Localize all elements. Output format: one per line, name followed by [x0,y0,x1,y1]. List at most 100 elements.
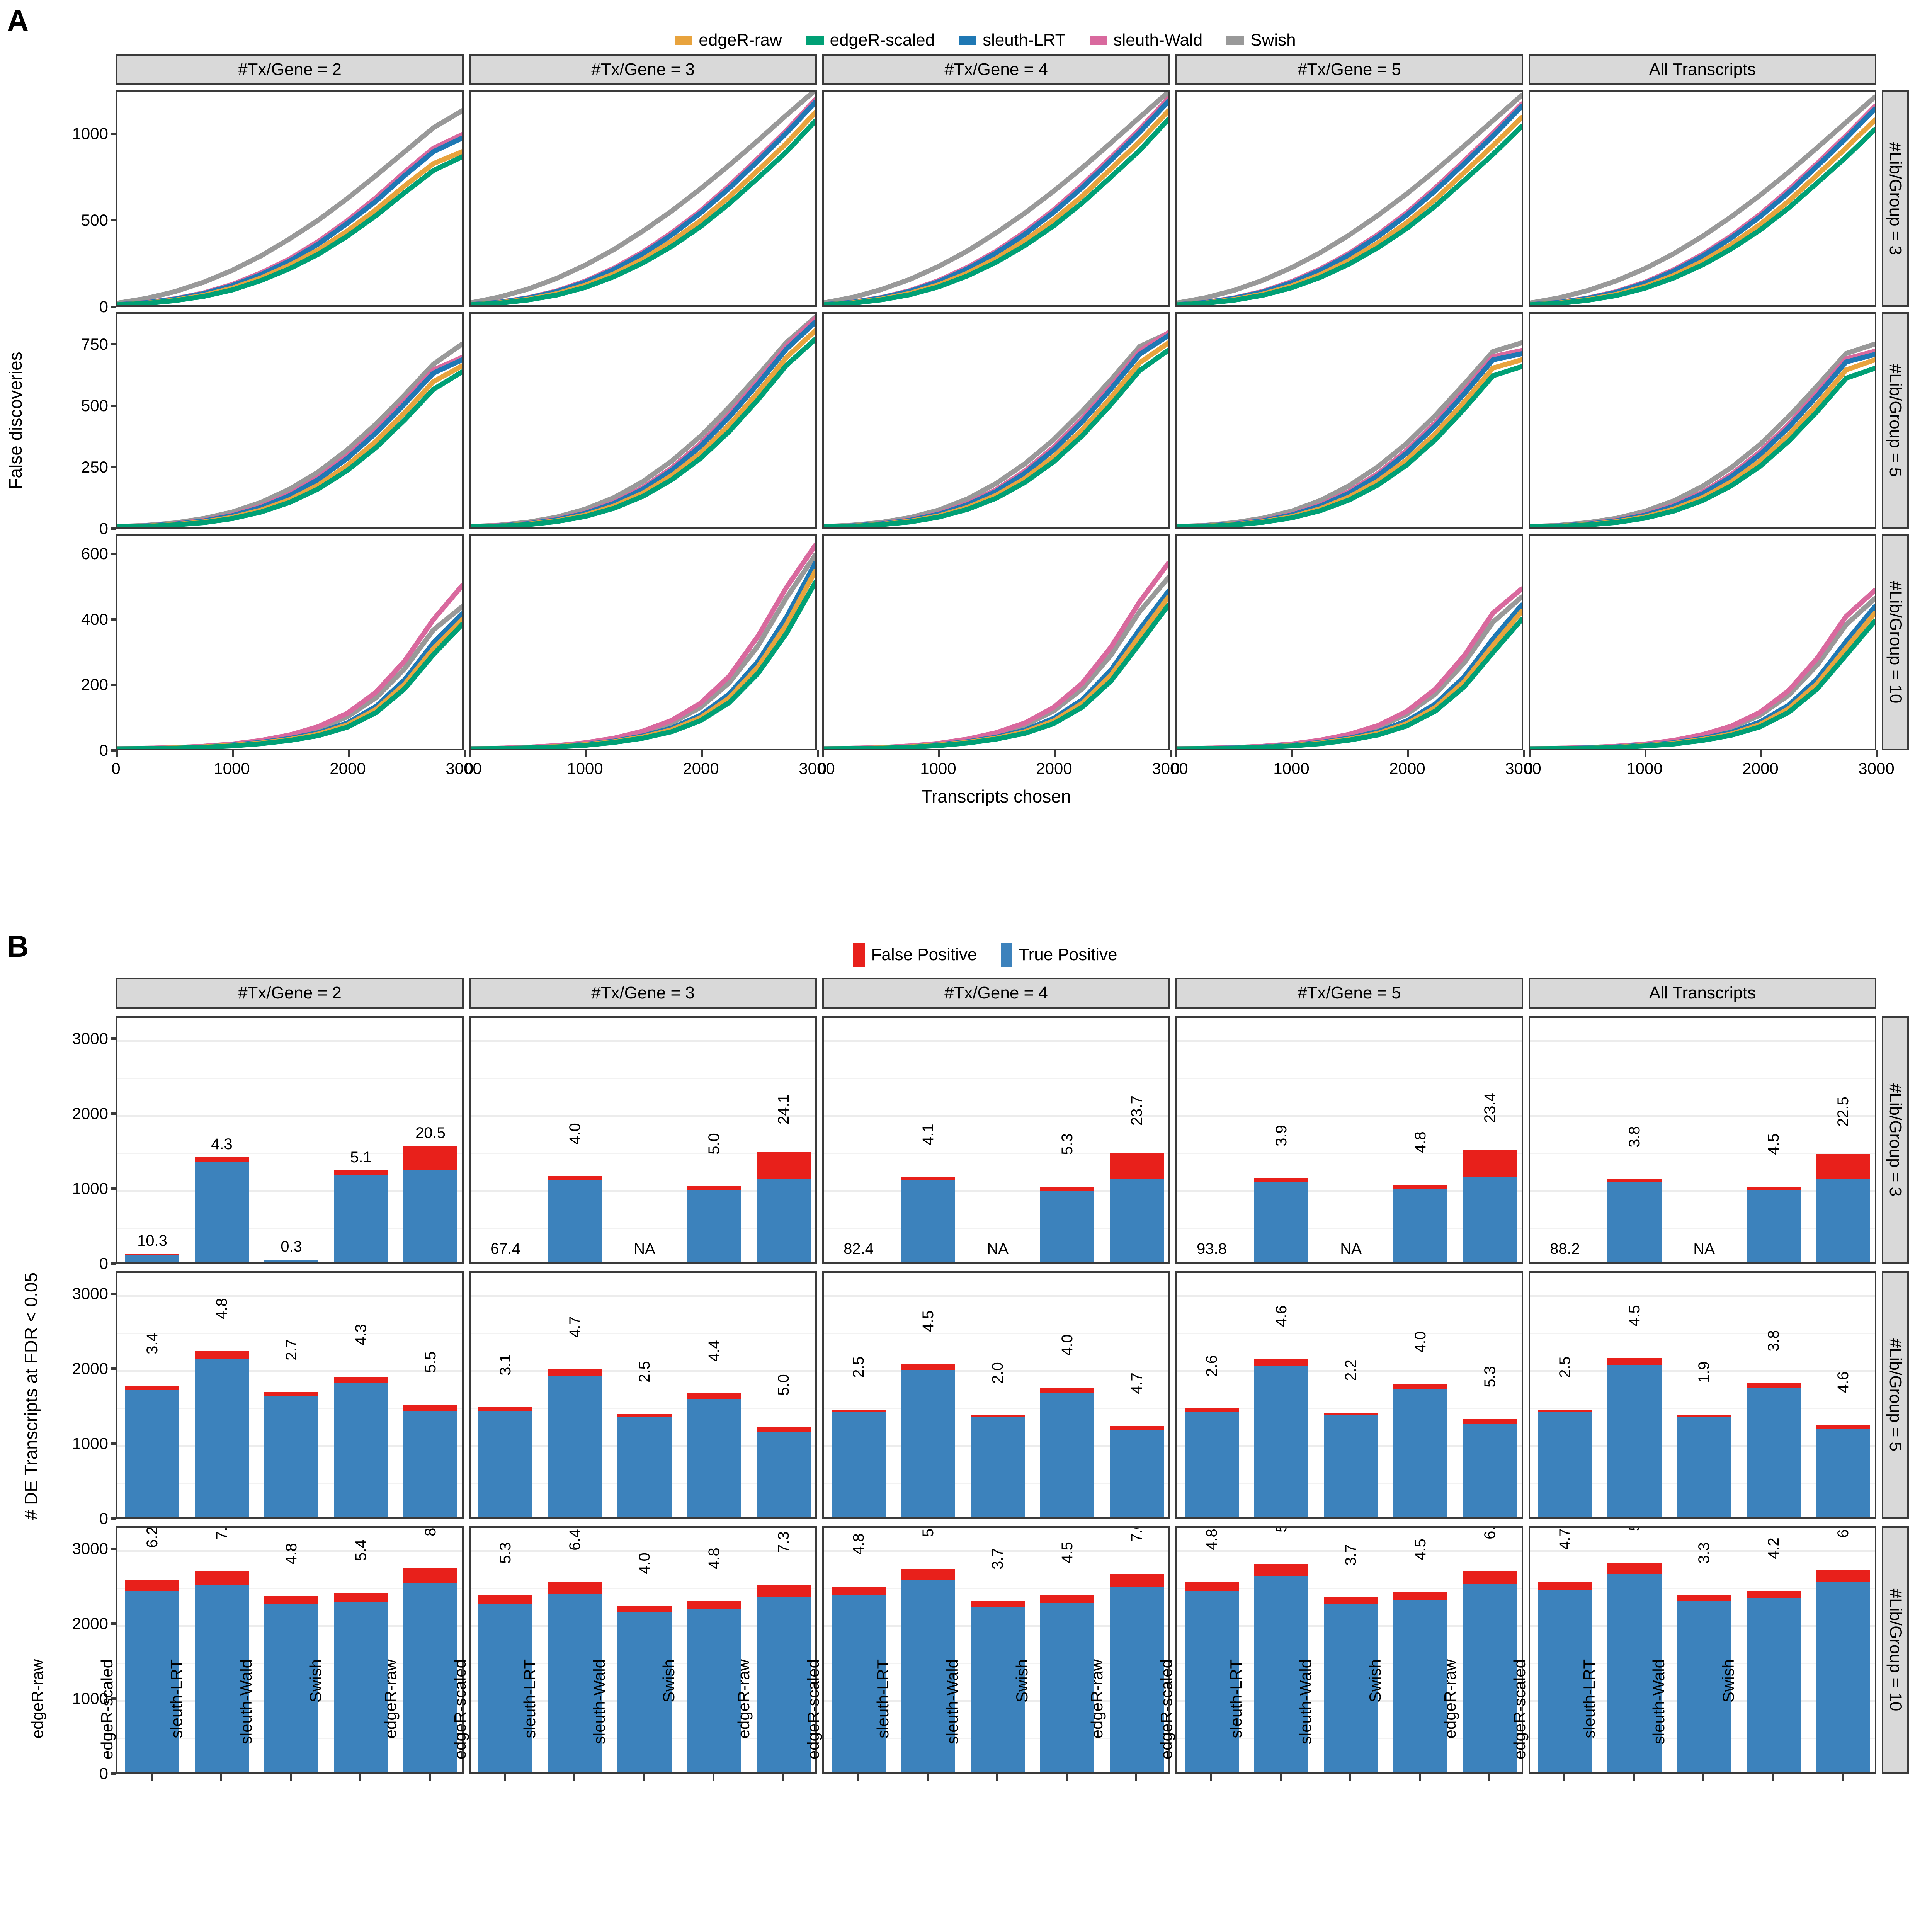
stacked-bar[interactable] [1040,1187,1095,1262]
stacked-bar[interactable] [1184,1582,1239,1772]
stacked-bar[interactable] [756,1585,811,1772]
stacked-bar[interactable] [831,1409,886,1517]
stacked-bar[interactable] [756,1427,811,1517]
stacked-bar[interactable] [617,1414,672,1517]
stacked-bar[interactable] [1323,1597,1378,1772]
bar-segment-false-positive [403,1568,458,1583]
stacked-bar[interactable] [687,1393,742,1517]
stacked-bar[interactable] [687,1600,742,1772]
stacked-bar[interactable] [1816,1424,1871,1517]
stacked-bar[interactable] [1184,1408,1239,1517]
stacked-bar[interactable] [1393,1384,1448,1517]
stacked-bar[interactable] [1677,1595,1731,1772]
gridline-minor [117,1153,462,1155]
stacked-bar[interactable] [1109,1426,1164,1517]
stacked-bar[interactable] [1254,1564,1309,1772]
stacked-bar[interactable] [548,1582,602,1772]
stacked-bar[interactable] [1254,1359,1309,1517]
stacked-bar[interactable] [125,1254,180,1262]
stacked-bar[interactable] [1040,1595,1095,1772]
stacked-bar[interactable] [1607,1358,1662,1517]
stacked-bar[interactable] [403,1568,458,1772]
stacked-bar[interactable] [1463,1419,1517,1517]
stacked-bar[interactable] [1537,1409,1592,1517]
y-tick-mark [111,306,116,308]
stacked-bar[interactable] [1463,1150,1517,1262]
stacked-bar[interactable] [831,1587,886,1772]
bar-segment-true-positive [1323,1415,1378,1517]
stacked-bar[interactable] [264,1596,319,1772]
stacked-bar[interactable] [125,1386,180,1517]
stacked-bar[interactable] [1537,1581,1592,1772]
stacked-bar[interactable] [1816,1154,1871,1262]
legend-series-item[interactable]: sleuth-LRT [959,32,1066,49]
facet-panel [1175,534,1523,750]
legend-class-item[interactable]: True Positive [1001,943,1117,967]
stacked-bar[interactable] [617,1606,672,1772]
stacked-bar[interactable] [403,1405,458,1517]
stacked-bar[interactable] [125,1579,180,1772]
legend-class-item[interactable]: False Positive [853,943,977,967]
stacked-bar[interactable] [548,1176,602,1262]
bar-segment-true-positive [403,1170,458,1262]
stacked-bar[interactable] [403,1146,458,1262]
legend-series-item[interactable]: edgeR-raw [675,32,782,49]
stacked-bar[interactable] [478,1407,533,1517]
stacked-bar[interactable] [901,1569,956,1772]
stacked-bar[interactable] [1746,1187,1801,1262]
y-tick-mark [111,1293,116,1295]
stacked-bar[interactable] [970,1601,1025,1772]
legend-series-item[interactable]: edgeR-scaled [806,32,935,49]
stacked-bar[interactable] [1393,1185,1448,1262]
series-line-edger-scaled [824,602,1168,749]
stacked-bar[interactable] [333,1377,388,1517]
stacked-bar[interactable] [1040,1388,1095,1517]
stacked-bar[interactable] [1463,1571,1517,1772]
bar-value-label: 5.9 [1273,1528,1290,1554]
x-tick-mark [822,750,824,757]
bar-value-label: 4.5 [1765,1133,1782,1155]
stacked-bar[interactable] [1323,1413,1378,1517]
stacked-bar[interactable] [1607,1562,1662,1772]
stacked-bar[interactable] [1254,1178,1309,1262]
stacked-bar[interactable] [194,1571,249,1772]
series-line-edger-raw [1177,115,1522,305]
stacked-bar[interactable] [194,1157,249,1262]
stacked-bar[interactable] [1393,1592,1448,1772]
stacked-bar[interactable] [1816,1570,1871,1772]
y-tick-mark [111,219,116,221]
stacked-bar[interactable] [333,1170,388,1262]
stacked-bar[interactable] [756,1152,811,1262]
facet-panel [1529,534,1876,750]
stacked-bar[interactable] [1746,1383,1801,1517]
stacked-bar[interactable] [687,1186,742,1262]
stacked-bar[interactable] [264,1392,319,1517]
stacked-bar[interactable] [1607,1179,1662,1262]
stacked-bar[interactable] [194,1351,249,1517]
facet-panel: 2.5 4.5 1.9 3.8 4.6 [1529,1271,1876,1519]
stacked-bar[interactable] [264,1260,319,1262]
bar-segment-false-positive [333,1593,388,1602]
stacked-bar[interactable] [970,1415,1025,1517]
stacked-bar[interactable] [548,1369,602,1517]
stacked-bar[interactable] [333,1593,388,1772]
stacked-bar[interactable] [1109,1574,1164,1772]
stacked-bar[interactable] [901,1363,956,1517]
bar-value-label: 5.3 [1481,1366,1498,1388]
stacked-bar[interactable] [478,1595,533,1772]
stacked-bar[interactable] [1677,1415,1731,1517]
false-discovery-curves [471,543,815,749]
bar-value-label: 6.4 [566,1529,583,1551]
stacked-bar[interactable] [1109,1153,1164,1262]
legend-series-item[interactable]: Swish [1226,32,1296,49]
x-tick-mark [464,750,466,757]
legend-series-item[interactable]: sleuth-Wald [1089,32,1202,49]
gridline [1530,1190,1875,1192]
bar-segment-false-positive [1463,1571,1517,1584]
bar-value-label: 5.3 [497,1542,514,1564]
stacked-bar[interactable] [1746,1591,1801,1772]
panel-b-y-axis-title: # DE Transcripts at FDR < 0.05 [21,1272,41,1520]
bar-value-label: 4.7 [566,1316,583,1338]
stacked-bar[interactable] [901,1177,956,1262]
x-tick-mark [1407,750,1409,757]
